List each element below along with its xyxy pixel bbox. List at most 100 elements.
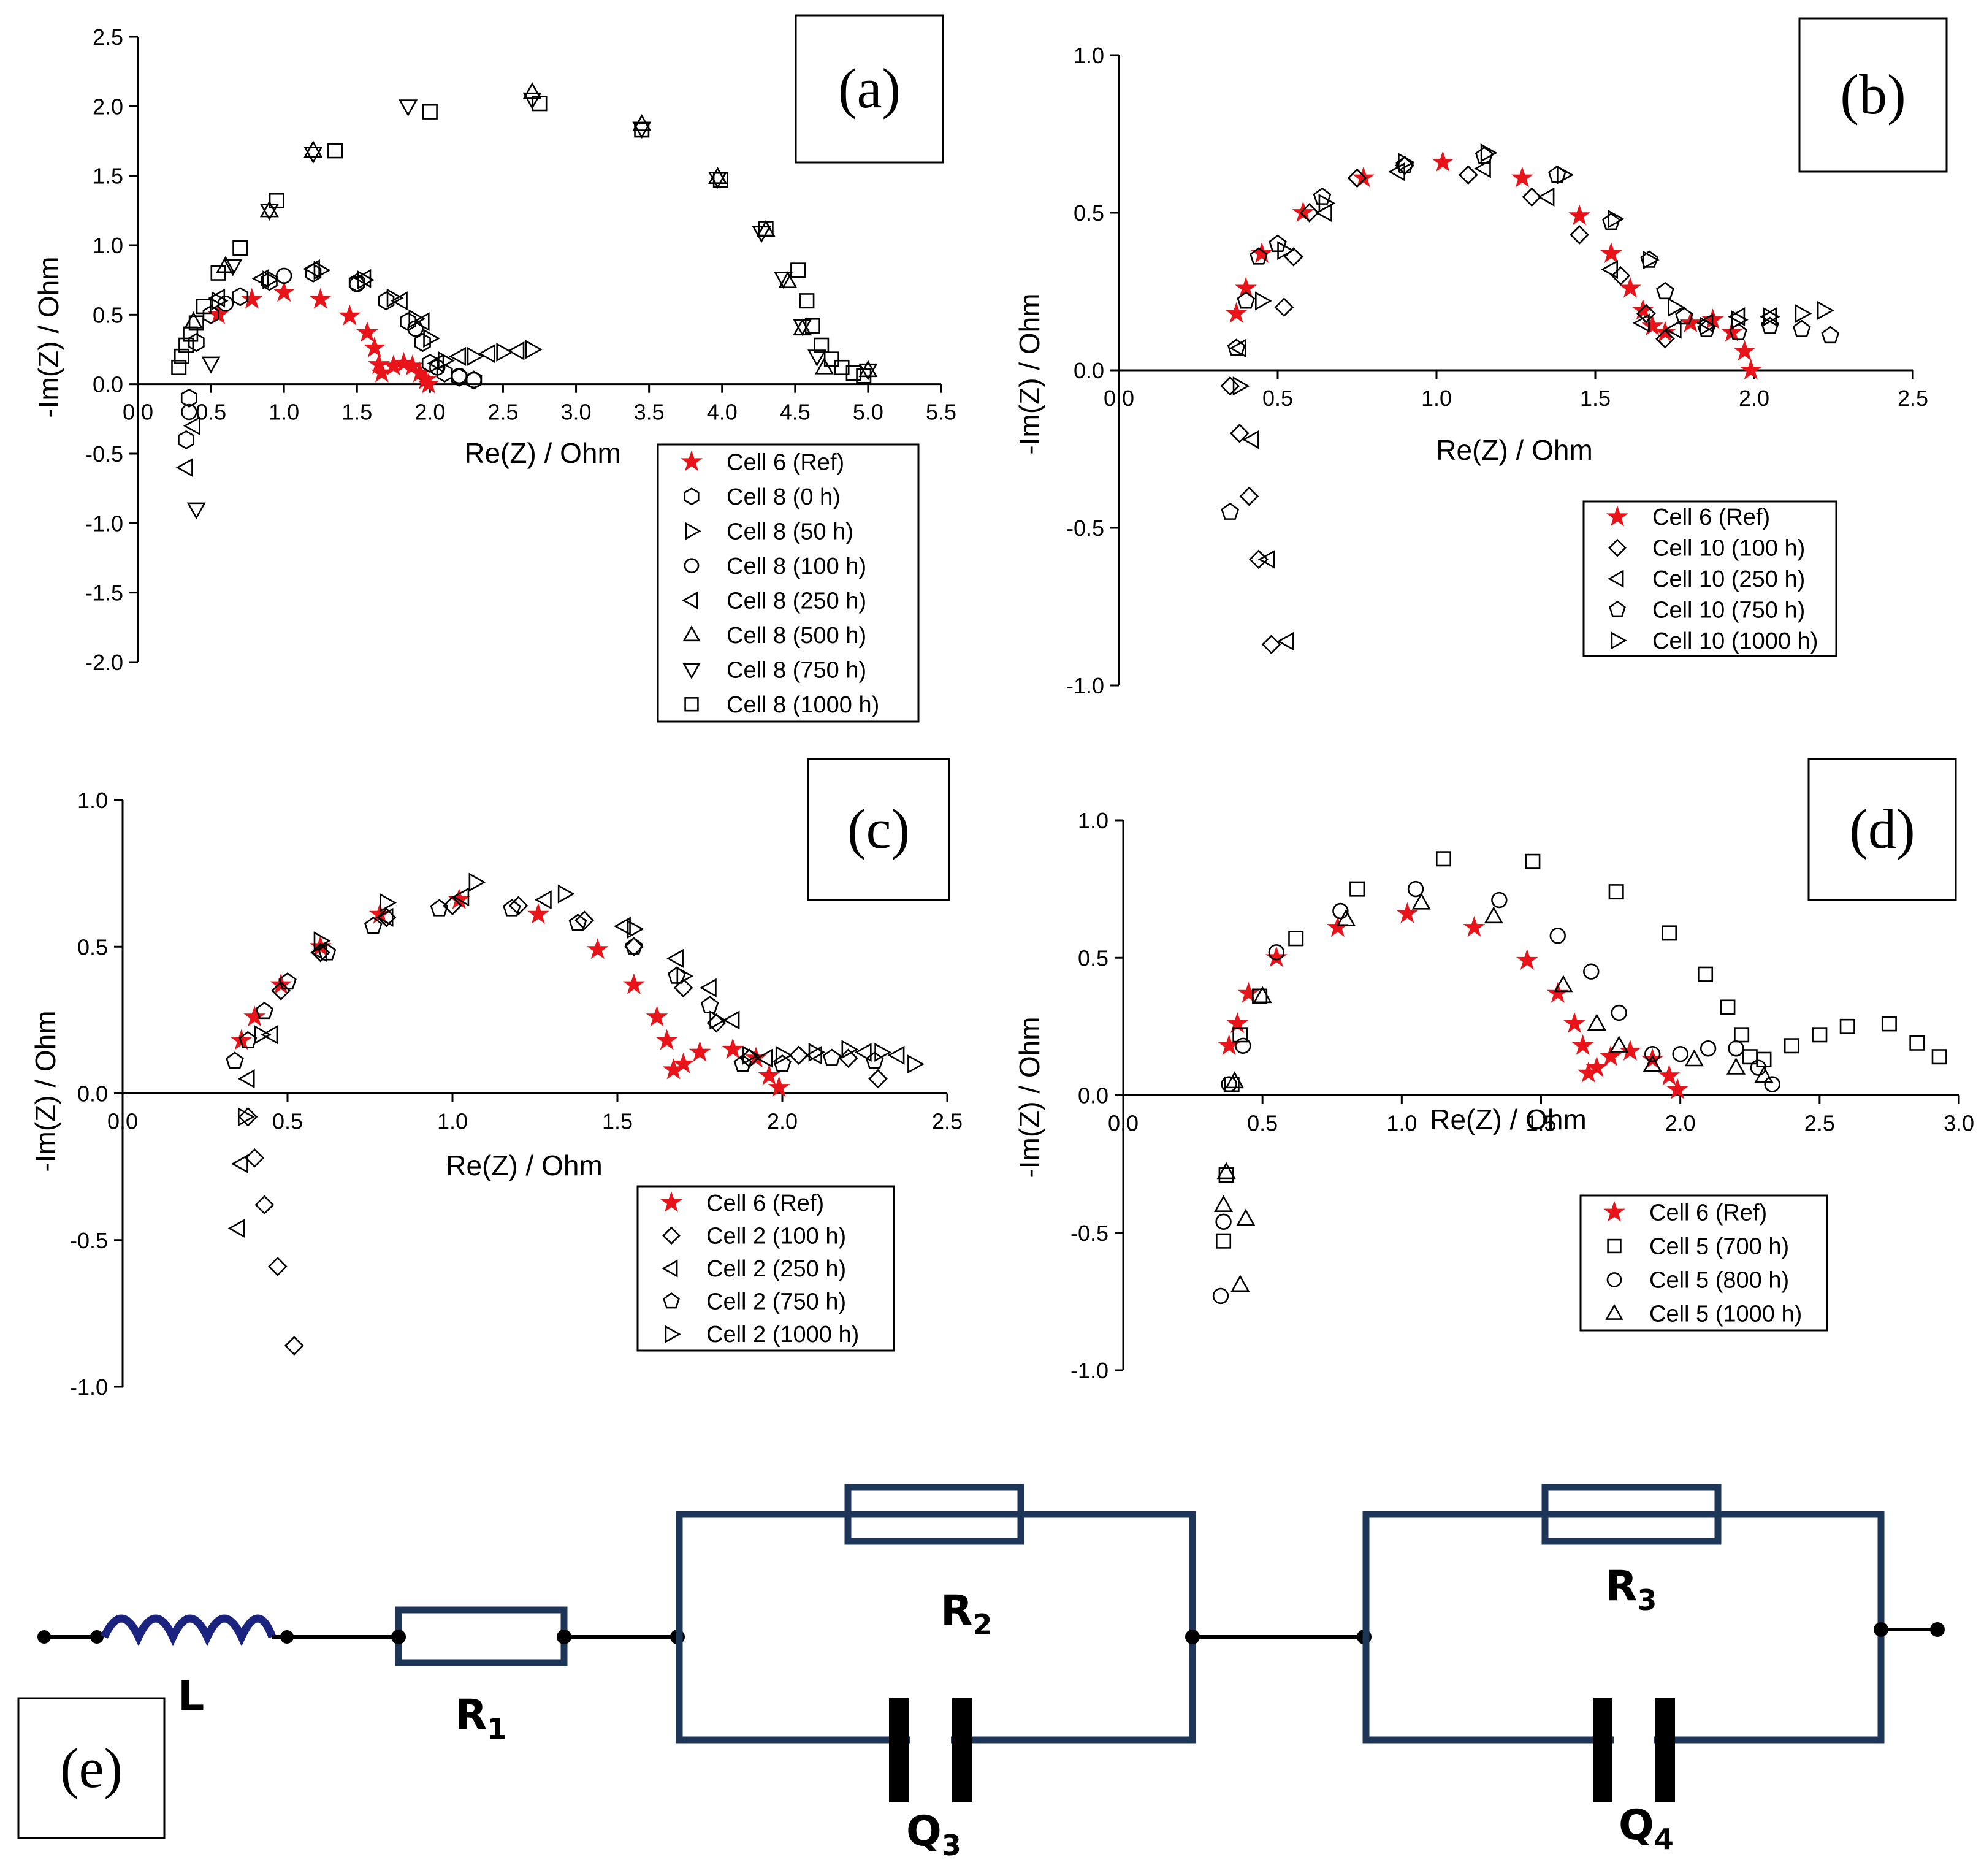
data-point [1607, 209, 1625, 229]
panel-label-box-e [17, 1697, 166, 1839]
series-cell-5-1000-h- [1214, 892, 1774, 1292]
legend-label: Cell 5 (800 h) [1649, 1268, 1789, 1294]
data-point [1274, 297, 1294, 318]
data-point [1230, 423, 1250, 443]
data-point [254, 1195, 275, 1215]
x-tick-label: 0.0 [123, 400, 153, 425]
y-tick-label: 0.5 [77, 934, 108, 959]
legend-label: Cell 2 (250 h) [706, 1256, 846, 1282]
data-point [814, 337, 830, 353]
legend: Cell 6 (Ref) Cell 10 (100 h) Cell 10 (250 … [1582, 500, 1837, 657]
data-point [1720, 999, 1736, 1015]
data-point [1602, 212, 1620, 231]
y-tick-label: 0.5 [1074, 200, 1104, 226]
data-point [1396, 902, 1419, 923]
data-point [1587, 1013, 1606, 1031]
data-point [624, 937, 644, 957]
data-point [1700, 316, 1717, 336]
data-point [1817, 300, 1834, 320]
data-point [188, 333, 205, 353]
data-point [1236, 1208, 1256, 1226]
data-point [430, 899, 449, 917]
x-axis-label: Re(Z) / Ohm [1436, 434, 1593, 466]
data-point [1655, 329, 1675, 349]
series-cell-8-250-h- [175, 259, 525, 478]
y-tick-label: -1.5 [85, 581, 123, 606]
data-point [202, 305, 219, 324]
y-tick-label: -0.5 [70, 1228, 108, 1253]
data-point [1568, 204, 1590, 226]
data-point [722, 1010, 740, 1030]
legend-marker [663, 1292, 680, 1309]
legend-marker [684, 487, 700, 506]
data-point [196, 299, 212, 315]
legend-label: Cell 8 (750 h) [727, 657, 866, 683]
data-point [1733, 340, 1756, 361]
y-axis-label: -Im(Z) / Ohm [1013, 293, 1045, 454]
data-point [1432, 150, 1454, 172]
legend-marker [684, 558, 700, 574]
data-point [557, 884, 575, 904]
parallel-block-2 [1362, 1511, 1885, 1744]
series-cell-5-800-h- [1212, 880, 1780, 1305]
data-point [310, 943, 327, 963]
data-point [1218, 1167, 1234, 1183]
data-point [313, 261, 331, 280]
data-point [532, 96, 548, 112]
data-point [496, 343, 514, 362]
data-point [1644, 1046, 1661, 1062]
data-point [822, 1048, 841, 1066]
data-point [1608, 884, 1624, 900]
data-point [507, 341, 525, 360]
data-point [868, 1069, 888, 1089]
legend-label: Cell 8 (1000 h) [727, 692, 879, 718]
x-tick-label: 2.5 [1804, 1111, 1835, 1136]
data-point [1684, 1049, 1704, 1067]
panel-label: (a) [838, 57, 901, 120]
data-point [259, 200, 279, 218]
data-point [1754, 1066, 1774, 1083]
data-point [1227, 338, 1246, 356]
series-cell-6-ref- [207, 281, 440, 394]
data-point [1235, 276, 1257, 298]
series-cell-6-ref- [1225, 150, 1762, 380]
legend-marker [662, 1226, 681, 1245]
data-point [755, 1048, 773, 1068]
data-point [1232, 376, 1250, 396]
data-point [1525, 853, 1541, 869]
data-point [1313, 187, 1332, 205]
data-point [1672, 1046, 1688, 1062]
node [90, 1630, 104, 1644]
data-point [1435, 851, 1451, 867]
data-point [1675, 307, 1693, 325]
x-tick-label: 3.0 [1944, 1111, 1974, 1136]
panel-label-box [795, 14, 944, 164]
data-point [1216, 1162, 1236, 1180]
terminal-left [37, 1630, 51, 1644]
legend-box [1582, 500, 1837, 657]
data-point [1230, 1275, 1250, 1292]
data-point [262, 270, 280, 290]
data-point [1600, 1045, 1622, 1066]
legend-label: Cell 10 (750 h) [1652, 597, 1805, 623]
data-point [1221, 502, 1240, 520]
series-cell-8-1000-h- [171, 96, 872, 384]
data-point [799, 293, 815, 309]
data-point [1734, 1027, 1750, 1043]
series-cell-10-1000-h- [1232, 143, 1834, 396]
cpe-q3-plate [952, 1698, 972, 1802]
plots: 0.0 0.5 1.0 1.5 2.0 2.5 3.0 3.5 4.0 4.5 5.0 5.5 2.5 2… [29, 14, 1974, 1400]
data-point [1232, 1027, 1248, 1043]
label-Q3: Q3 [906, 1807, 961, 1862]
series-cell-2-250-h- [227, 887, 905, 1238]
data-point [709, 1010, 727, 1030]
data-point [1668, 297, 1685, 317]
inductor-coil [101, 1614, 277, 1647]
label-R1: R1 [455, 1691, 506, 1745]
data-point [1812, 1027, 1828, 1043]
legend-marker [662, 1259, 678, 1278]
label-Q4: Q4 [1619, 1801, 1674, 1856]
legend-marker [685, 522, 701, 540]
data-point [1792, 319, 1811, 337]
data-point [790, 262, 806, 278]
